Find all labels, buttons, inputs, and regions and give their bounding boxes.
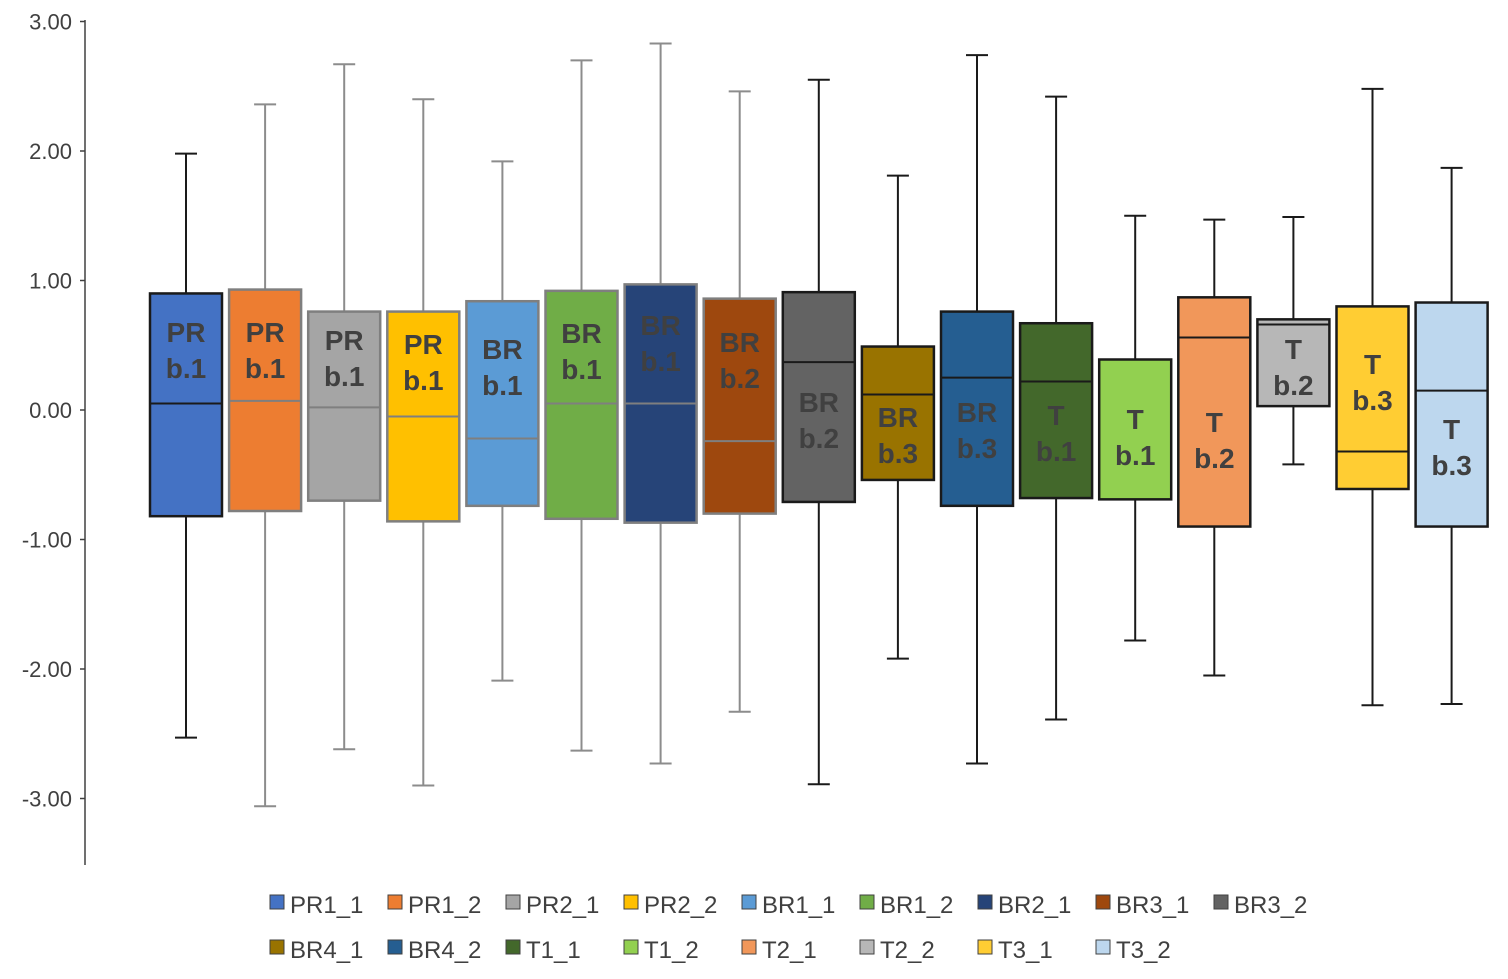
legend-label: BR1_2 xyxy=(880,892,953,919)
box-BR3_1 xyxy=(702,297,777,515)
box-label-line1: T xyxy=(1206,407,1223,438)
legend-swatch-BR2_1 xyxy=(977,894,993,910)
box-BR1_1 xyxy=(465,299,540,508)
box-label-line1: BR xyxy=(640,310,680,341)
legend-swatch-BR3_2 xyxy=(1213,894,1229,910)
box-T3_2 xyxy=(1414,301,1489,528)
y-tick-label: 1.00 xyxy=(29,269,72,294)
box-T2_1 xyxy=(1177,296,1252,528)
box-label-line2: b.1 xyxy=(245,353,285,384)
box-label-line2: b.1 xyxy=(1115,440,1155,471)
box-label-line2: b.3 xyxy=(957,433,997,464)
box-label-line2: b.1 xyxy=(324,361,364,392)
box-label-line2: b.3 xyxy=(1431,450,1471,481)
box-label-line2: b.3 xyxy=(878,438,918,469)
legend-swatch-T1_2 xyxy=(623,939,639,955)
box-label-line1: T xyxy=(1364,349,1381,380)
legend-swatch-T1_1 xyxy=(505,939,521,955)
box-label-line2: b.1 xyxy=(1036,436,1076,467)
box-label-line2: b.2 xyxy=(1194,443,1234,474)
box-BR1_2 xyxy=(544,289,619,521)
box-label-line2: b.3 xyxy=(1352,385,1392,416)
legend-swatch-T3_1 xyxy=(977,939,993,955)
legend-swatch-BR3_1 xyxy=(1095,894,1111,910)
legend-label: T1_1 xyxy=(526,937,581,964)
legend-label: BR4_1 xyxy=(290,937,363,964)
legend-label: PR1_2 xyxy=(408,892,481,919)
legend-label: BR3_1 xyxy=(1116,892,1189,919)
box-label-line1: BR xyxy=(799,387,839,418)
box-label-line1: T xyxy=(1127,404,1144,435)
box-label-line1: BR xyxy=(957,397,997,428)
box-label-line2: b.2 xyxy=(1273,370,1313,401)
box-BR3_2 xyxy=(781,290,857,504)
box-label-line1: T xyxy=(1443,414,1460,445)
box-label-line2: b.1 xyxy=(403,365,443,396)
legend-swatch-PR2_2 xyxy=(623,894,639,910)
legend-swatch-PR1_2 xyxy=(387,894,403,910)
legend-label: T3_1 xyxy=(998,937,1053,964)
legend-label: PR2_2 xyxy=(644,892,717,919)
legend-swatch-BR4_1 xyxy=(269,939,285,955)
legend-swatch-BR4_2 xyxy=(387,939,403,955)
y-tick-label: 2.00 xyxy=(29,139,72,164)
box-T1_1 xyxy=(1018,321,1094,500)
legend-swatch-PR2_1 xyxy=(505,894,521,910)
box-label-line2: b.1 xyxy=(640,346,680,377)
box-label-line1: BR xyxy=(878,402,918,433)
legend-label: T2_2 xyxy=(880,937,935,964)
box-PR2_1 xyxy=(306,310,382,502)
box-label-line1: T xyxy=(1048,400,1065,431)
y-tick-label: -3.00 xyxy=(22,787,72,812)
y-tick-label: 0.00 xyxy=(29,398,72,423)
box-label-line2: b.2 xyxy=(719,363,759,394)
box-PR1_1 xyxy=(148,292,224,518)
box-label-line1: PR xyxy=(404,329,443,360)
box-T2_2 xyxy=(1256,318,1331,408)
box-T3_1 xyxy=(1335,305,1410,491)
box-BR4_1 xyxy=(860,345,936,482)
legend-swatch-T3_2 xyxy=(1095,939,1111,955)
legend-label: BR2_1 xyxy=(998,892,1071,919)
box-BR4_2 xyxy=(939,310,1015,508)
box-label-line1: BR xyxy=(561,318,601,349)
box-label-line2: b.1 xyxy=(166,353,206,384)
legend-swatch-BR1_2 xyxy=(859,894,875,910)
legend-swatch-BR1_1 xyxy=(741,894,757,910)
y-tick-label: -2.00 xyxy=(22,657,72,682)
box-label-line1: PR xyxy=(246,317,285,348)
legend-label: PR2_1 xyxy=(526,892,599,919)
legend-swatch-T2_2 xyxy=(859,939,875,955)
legend-swatch-PR1_1 xyxy=(269,894,285,910)
legend-label: BR1_1 xyxy=(762,892,835,919)
legend-label: T3_2 xyxy=(1116,937,1171,964)
box-label-line2: b.1 xyxy=(561,354,601,385)
legend-label: T1_2 xyxy=(644,937,699,964)
legend-label: BR3_2 xyxy=(1234,892,1307,919)
box-label-line1: BR xyxy=(482,334,522,365)
y-tick-label: -1.00 xyxy=(22,528,72,553)
box-label-line1: BR xyxy=(719,327,759,358)
legend-label: BR4_2 xyxy=(408,937,481,964)
box-label-line2: b.2 xyxy=(799,423,839,454)
box-label-line1: PR xyxy=(167,317,206,348)
box-label-line1: PR xyxy=(325,325,364,356)
legend-label: T2_1 xyxy=(762,937,817,964)
legend-swatch-T2_1 xyxy=(741,939,757,955)
legend-label: PR1_1 xyxy=(290,892,363,919)
y-tick-label: 3.00 xyxy=(29,10,72,35)
box-label-line1: T xyxy=(1285,334,1302,365)
box-label-line2: b.1 xyxy=(482,370,522,401)
